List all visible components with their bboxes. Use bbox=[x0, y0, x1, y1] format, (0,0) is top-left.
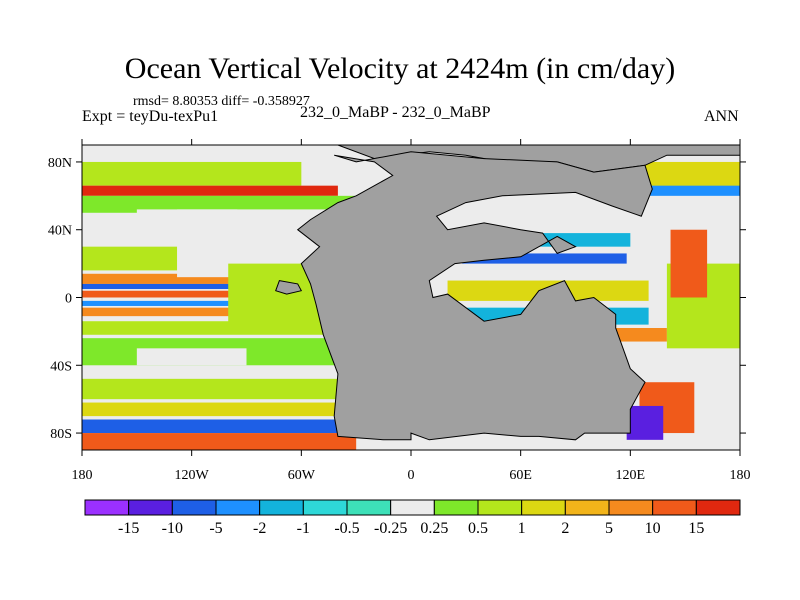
field-patch-6 bbox=[82, 273, 357, 284]
colorbar-label-10: 2 bbox=[561, 520, 569, 537]
colorbar-swatch-10 bbox=[521, 499, 566, 516]
field-patch-28 bbox=[626, 405, 664, 440]
y-tick-label-4: 80S bbox=[50, 427, 72, 442]
colorbar-swatch-12 bbox=[608, 499, 654, 516]
chart-title: Ocean Vertical Velocity at 2424m (in cm/… bbox=[124, 52, 676, 85]
field-patch-1 bbox=[82, 185, 338, 196]
x-tick-label-4: 60E bbox=[509, 468, 532, 483]
colorbar-swatch-3 bbox=[215, 499, 261, 516]
field-patch-9 bbox=[82, 300, 357, 306]
landmass-2 bbox=[275, 280, 303, 295]
field-patch-0 bbox=[82, 161, 302, 186]
stats-line: rmsd= 8.80353 diff= -0.358927 bbox=[133, 94, 310, 109]
colorbar-label-6: -0.25 bbox=[374, 520, 407, 537]
plot-area bbox=[82, 145, 740, 450]
colorbar-swatch-6 bbox=[346, 499, 392, 516]
colorbar-label-1: -10 bbox=[162, 520, 183, 537]
field-patch-16 bbox=[82, 419, 357, 434]
land-mask bbox=[155, 145, 740, 441]
colorbar-label-2: -5 bbox=[209, 520, 222, 537]
field-patch-21 bbox=[462, 253, 627, 264]
colorbar-swatch-8 bbox=[433, 499, 479, 516]
colorbar-label-3: -2 bbox=[253, 520, 266, 537]
x-tick-label-6: 180 bbox=[730, 468, 751, 483]
colorbar-swatch-13 bbox=[652, 499, 697, 516]
colorbar: -15 -10 -5 -2 -1 -0.5 -0.25 0.25 0.5 1 2 5 10 15 bbox=[84, 499, 741, 537]
field-patch-8 bbox=[82, 290, 357, 298]
colorbar-label-9: 1 bbox=[518, 520, 526, 537]
field-patch-30 bbox=[593, 185, 740, 196]
colorbar-label-8: 0.5 bbox=[468, 520, 488, 537]
colorbar-swatch-9 bbox=[477, 499, 523, 516]
x-tick-label-1: 120W bbox=[175, 468, 210, 483]
field-patch-17 bbox=[82, 433, 357, 450]
x-tick-label-0: 180 bbox=[72, 468, 93, 483]
colorbar-label-0: -15 bbox=[118, 520, 139, 537]
y-tick-label-2: 0 bbox=[65, 292, 72, 307]
field-patch-10 bbox=[82, 307, 357, 317]
y-axis: 80N 40N 0 40S 80S bbox=[48, 156, 746, 442]
season-label: ANN bbox=[704, 108, 739, 125]
field-patch-14 bbox=[82, 378, 357, 400]
colorbar-swatch-11 bbox=[564, 499, 610, 516]
x-axis: 180 120W 60W 0 60E 120E 180 bbox=[72, 139, 751, 483]
x-tick-label-2: 60W bbox=[288, 468, 316, 483]
colorbar-swatch-2 bbox=[171, 499, 217, 516]
landmass-1 bbox=[296, 151, 653, 441]
x-tick-label-3: 0 bbox=[408, 468, 415, 483]
colorbar-label-11: 5 bbox=[605, 520, 613, 537]
colorbar-label-5: -0.5 bbox=[334, 520, 359, 537]
chart-subtitle: 232_0_MaBP - 232_0_MaBP bbox=[300, 104, 491, 121]
field-patch-31 bbox=[670, 229, 708, 298]
field-patch-2 bbox=[82, 195, 357, 213]
colorbar-swatch-5 bbox=[302, 499, 348, 516]
colorbar-label-4: -1 bbox=[297, 520, 310, 537]
y-tick-label-3: 40S bbox=[50, 359, 72, 374]
colorbar-swatch-1 bbox=[128, 499, 173, 516]
x-tick-label-5: 120E bbox=[616, 468, 646, 483]
field-patch-13 bbox=[136, 348, 247, 366]
experiment-label: Expt = teyDu-texPu1 bbox=[82, 108, 219, 125]
colorbar-swatch-14 bbox=[695, 499, 741, 516]
colorbar-label-12: 10 bbox=[645, 520, 661, 537]
colorbar-swatch-0 bbox=[84, 499, 130, 516]
y-tick-label-1: 40N bbox=[48, 224, 72, 239]
field-patch-15 bbox=[82, 402, 357, 417]
field-patch-7 bbox=[82, 283, 357, 290]
colorbar-label-13: 15 bbox=[688, 520, 704, 537]
colorbar-label-7: 0.25 bbox=[420, 520, 448, 537]
colorbar-swatch-4 bbox=[259, 499, 304, 516]
y-tick-label-0: 80N bbox=[48, 156, 72, 171]
colorbar-swatch-7 bbox=[390, 499, 435, 516]
